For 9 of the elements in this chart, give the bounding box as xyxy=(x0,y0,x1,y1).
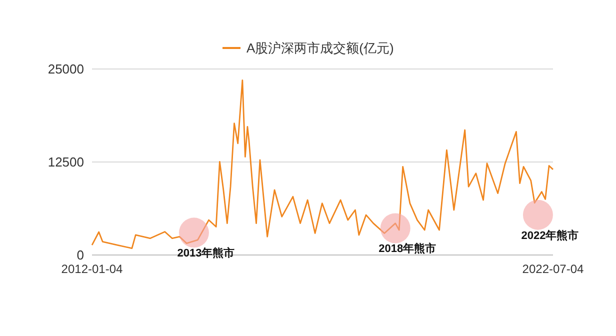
y-tick-label: 0 xyxy=(76,248,84,263)
y-tick-label: 12500 xyxy=(48,154,84,170)
x-tick-label: 2012-01-04 xyxy=(61,262,124,276)
y-tick-label: 25000 xyxy=(48,62,84,77)
legend-label: A股沪深两市成交额(亿元) xyxy=(246,40,394,56)
annotation: 2013年熊市 xyxy=(177,246,235,260)
annotation: 2022年熊市 xyxy=(521,228,579,242)
x-tick-label: 2022-07-04 xyxy=(522,262,584,276)
annotation: 2018年熊市 xyxy=(378,242,436,256)
